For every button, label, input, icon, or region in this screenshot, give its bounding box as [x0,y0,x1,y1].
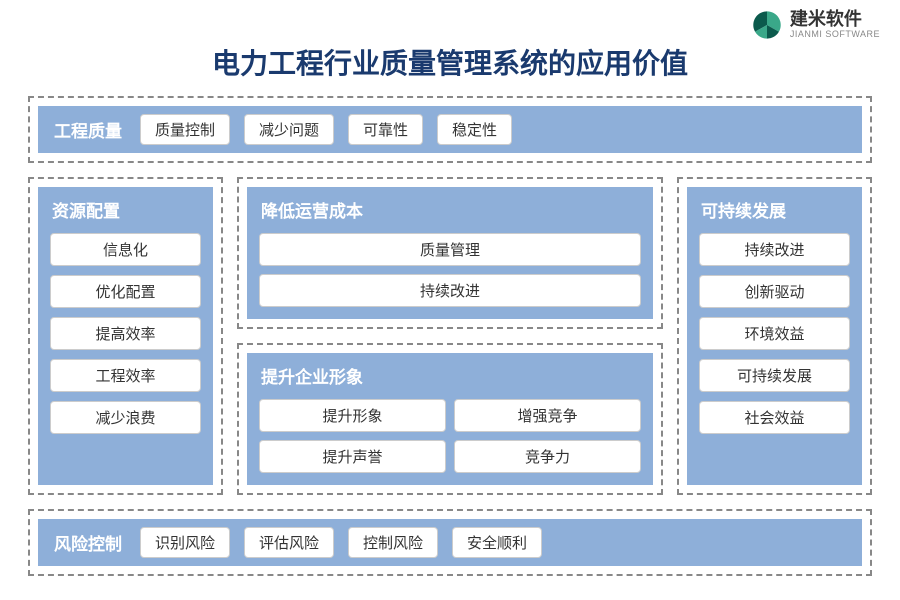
box-cost: 降低运营成本 质量管理 持续改进 [247,187,653,319]
header-engineering-quality: 工程质量 [50,117,126,142]
box-image: 提升企业形象 提升形象 增强竞争 提升声誉 竞争力 [247,353,653,485]
header-resource: 资源配置 [50,197,201,224]
chip: 减少浪费 [50,401,201,434]
chip: 提升形象 [259,399,446,432]
chip: 评估风险 [244,527,334,558]
chip: 可持续发展 [699,359,850,392]
group-middle-col: 降低运营成本 质量管理 持续改进 提升企业形象 提升形象 增强竞争 提升声誉 竞… [237,177,663,495]
chip: 安全顺利 [452,527,542,558]
diagram-container: 工程质量 质量控制 减少问题 可靠性 稳定性 资源配置 信息化 优化配置 提高效… [0,96,900,576]
chip: 信息化 [50,233,201,266]
group-sustain: 可持续发展 持续改进 创新驱动 环境效益 可持续发展 社会效益 [677,177,872,495]
chip: 持续改进 [259,274,641,307]
chip: 减少问题 [244,114,334,145]
box-resource: 资源配置 信息化 优化配置 提高效率 工程效率 减少浪费 [38,187,213,485]
chip: 提高效率 [50,317,201,350]
chip: 质量控制 [140,114,230,145]
chip: 增强竞争 [454,399,641,432]
group-cost: 降低运营成本 质量管理 持续改进 [237,177,663,329]
chip: 优化配置 [50,275,201,308]
logo-icon [750,8,784,42]
header-cost: 降低运营成本 [259,197,641,224]
header-risk: 风险控制 [50,530,126,555]
box-engineering-quality: 工程质量 质量控制 减少问题 可靠性 稳定性 [38,106,862,153]
chip: 可靠性 [348,114,423,145]
chip: 稳定性 [437,114,512,145]
chip: 识别风险 [140,527,230,558]
chip: 竞争力 [454,440,641,473]
group-middle: 资源配置 信息化 优化配置 提高效率 工程效率 减少浪费 降低运营成本 质量管理… [28,177,872,495]
chip: 环境效益 [699,317,850,350]
chip: 控制风险 [348,527,438,558]
group-bottom: 风险控制 识别风险 评估风险 控制风险 安全顺利 [28,509,872,576]
chip: 质量管理 [259,233,641,266]
logo-text-en: JIANMI SOFTWARE [790,30,880,40]
chip: 社会效益 [699,401,850,434]
brand-logo: 建米软件 JIANMI SOFTWARE [750,8,880,42]
box-sustain: 可持续发展 持续改进 创新驱动 环境效益 可持续发展 社会效益 [687,187,862,485]
chip: 工程效率 [50,359,201,392]
group-image: 提升企业形象 提升形象 增强竞争 提升声誉 竞争力 [237,343,663,495]
header-image: 提升企业形象 [259,363,641,390]
chip: 提升声誉 [259,440,446,473]
box-risk: 风险控制 识别风险 评估风险 控制风险 安全顺利 [38,519,862,566]
group-top: 工程质量 质量控制 减少问题 可靠性 稳定性 [28,96,872,163]
header-sustain: 可持续发展 [699,197,850,224]
group-resource: 资源配置 信息化 优化配置 提高效率 工程效率 减少浪费 [28,177,223,495]
chip: 持续改进 [699,233,850,266]
logo-text-cn: 建米软件 [790,10,880,30]
chip: 创新驱动 [699,275,850,308]
